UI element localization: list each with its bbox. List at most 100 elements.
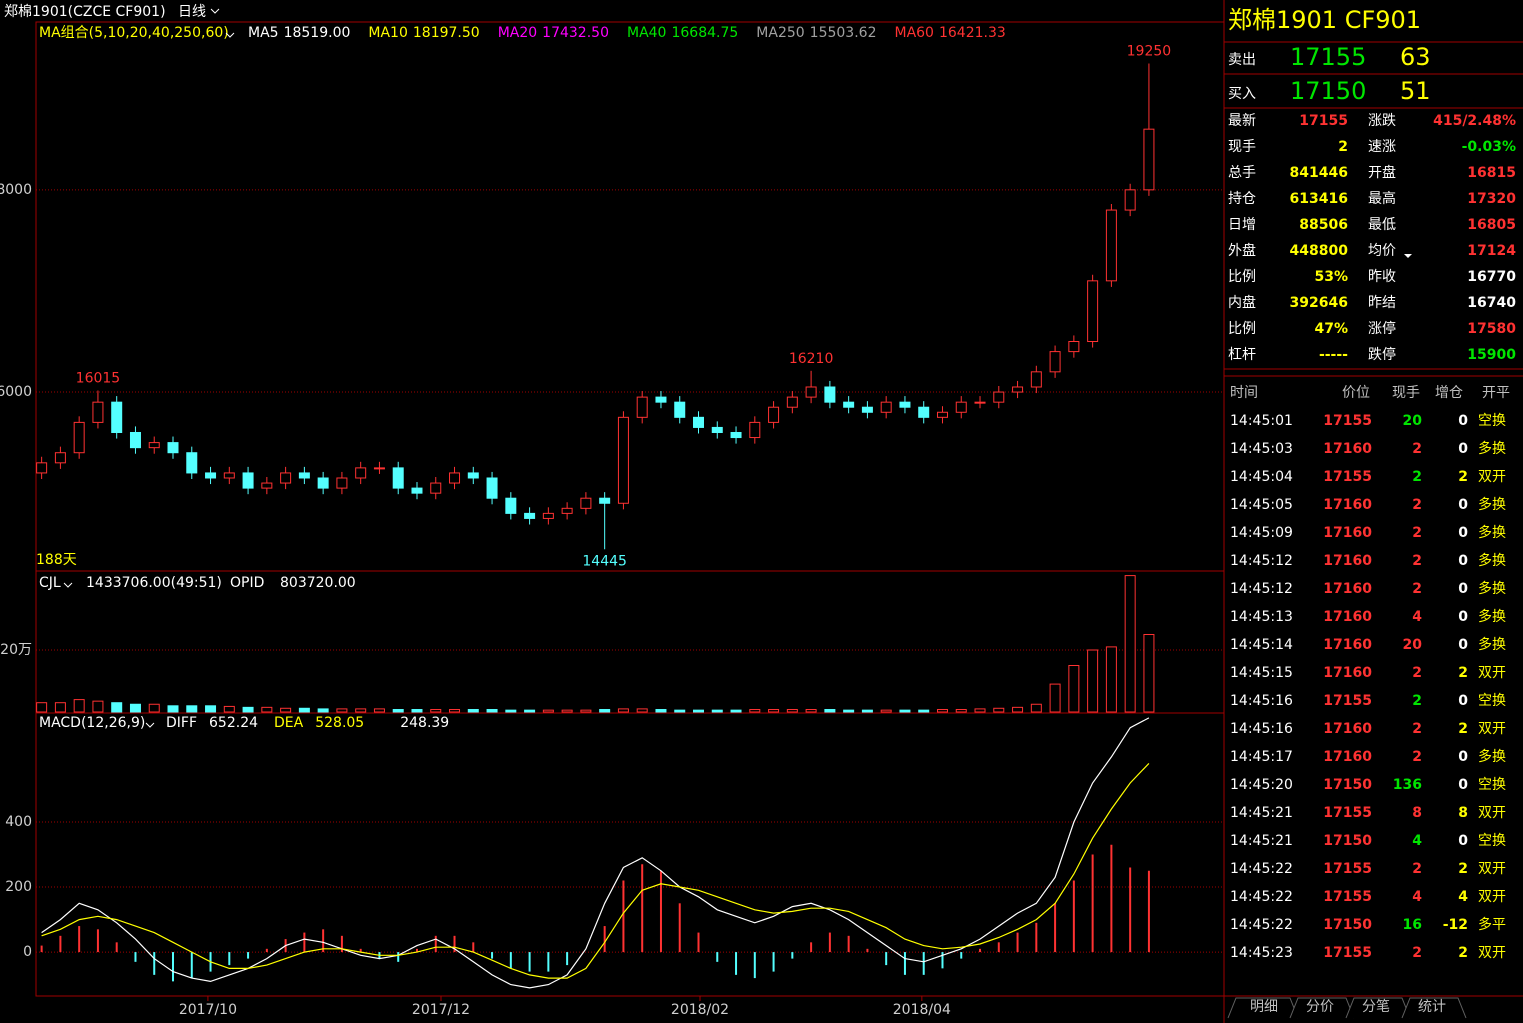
tab-shape <box>1401 997 1467 1019</box>
y-tick-label: 0 <box>23 944 32 960</box>
trade-action: 多换 <box>1478 608 1506 625</box>
volume-bar <box>242 706 254 713</box>
candle-body <box>373 467 385 470</box>
ma-value: 15503.62 <box>810 25 877 41</box>
period-selector[interactable]: 日线 <box>178 4 206 20</box>
tab-label[interactable]: 分笔 <box>1362 999 1390 1015</box>
volume-bar <box>1143 633 1155 713</box>
candle-body <box>861 406 873 413</box>
chevron <box>210 8 220 14</box>
indicator-name: MACD(12,26,9) <box>39 715 145 731</box>
column-header: 开平 <box>1482 385 1510 401</box>
tabs <box>1227 997 1467 1019</box>
quote-value: 17155 <box>1299 113 1348 129</box>
candle-body <box>1049 351 1061 373</box>
trade-action: 多换 <box>1478 552 1506 569</box>
volume-bar <box>655 709 667 713</box>
volume-bar <box>1068 664 1080 713</box>
quote-value: 47% <box>1314 321 1348 337</box>
volume-bar <box>430 709 442 713</box>
candle-body <box>1068 340 1080 353</box>
trade-action: 空换 <box>1478 776 1506 793</box>
trade-time: 14:45:12 <box>1230 581 1293 597</box>
volume-bar <box>336 708 348 713</box>
quote-value: 16740 <box>1467 295 1516 311</box>
volume-bar <box>542 709 554 713</box>
candle-body <box>805 386 817 398</box>
candle-body <box>880 401 892 413</box>
trade-price: 17155 <box>1323 469 1372 485</box>
candle-body <box>242 472 254 489</box>
candle-body <box>899 401 911 408</box>
quote-label: 日增 <box>1228 217 1256 233</box>
candle-body <box>768 406 780 423</box>
price-annotation: 16015 <box>76 371 121 387</box>
quote-label: 最高 <box>1368 190 1396 207</box>
trade-action: 空换 <box>1478 692 1506 709</box>
trade-oi: 0 <box>1458 749 1468 765</box>
trade-qty: 4 <box>1412 833 1422 849</box>
candle-body <box>392 467 404 489</box>
trade-time: 14:45:13 <box>1230 609 1293 625</box>
y-tick-label: 200 <box>5 879 32 895</box>
volume-bar <box>599 709 611 713</box>
trade-time: 14:45:16 <box>1230 721 1293 737</box>
tab-label[interactable]: 明细 <box>1250 999 1278 1015</box>
quote-value: ----- <box>1319 347 1348 363</box>
trade-action: 多换 <box>1478 580 1506 597</box>
volume-bar <box>373 708 385 713</box>
quote-label: 比例 <box>1228 321 1256 337</box>
tab-label[interactable]: 分价 <box>1306 999 1334 1015</box>
volume-bar <box>411 709 423 713</box>
candle-body <box>561 507 573 514</box>
volume-bar <box>355 708 367 713</box>
trade-price: 17150 <box>1323 777 1372 793</box>
volume-bar <box>1105 646 1117 713</box>
trade-qty: 2 <box>1412 749 1422 765</box>
ma-name: MA40 <box>627 25 666 41</box>
tab-label[interactable]: 统计 <box>1418 999 1446 1015</box>
candle-body <box>54 452 66 464</box>
trade-oi: 0 <box>1458 413 1468 429</box>
volume-bar <box>148 703 160 713</box>
candle-body <box>1030 371 1042 388</box>
trade-time: 14:45:20 <box>1230 777 1293 793</box>
trade-oi: 0 <box>1458 693 1468 709</box>
candle-body <box>411 487 423 494</box>
trade-action: 多换 <box>1478 496 1506 513</box>
candle-body <box>1143 128 1155 191</box>
candle-body <box>711 426 723 433</box>
candle-body <box>336 477 348 489</box>
ma-name: MA60 <box>894 25 933 41</box>
trade-price: 17155 <box>1323 413 1372 429</box>
trade-action: 多换 <box>1478 524 1506 541</box>
order-price: 17155 <box>1290 43 1366 71</box>
trade-qty: 4 <box>1412 609 1422 625</box>
volume-bar <box>129 703 141 713</box>
quote-value: 53% <box>1314 269 1348 285</box>
volume-bar <box>580 709 592 713</box>
volume-bar <box>486 709 498 713</box>
ma-value: 17432.50 <box>542 25 609 41</box>
quote-label: 总手 <box>1228 165 1256 181</box>
candle-body <box>280 472 292 484</box>
trade-time: 14:45:09 <box>1230 525 1293 541</box>
trade-time: 14:45:04 <box>1230 469 1293 485</box>
volume-bar <box>918 709 930 713</box>
quote-label: 杠杆 <box>1228 347 1256 363</box>
candle-body <box>655 396 667 403</box>
trade-action: 空换 <box>1478 412 1506 429</box>
volume-bar <box>280 707 292 713</box>
trade-action: 多换 <box>1478 440 1506 457</box>
trade-oi: 0 <box>1458 609 1468 625</box>
y-tick-label: 8000 <box>0 182 32 198</box>
quote-label: 跌停 <box>1368 346 1396 363</box>
trade-oi: 0 <box>1458 525 1468 541</box>
trade-time: 14:45:21 <box>1230 805 1293 821</box>
macd-line <box>41 762 1150 979</box>
trade-price: 17160 <box>1323 609 1372 625</box>
quote-label: 最新 <box>1228 113 1256 129</box>
volume-bar <box>693 709 705 713</box>
quote-label: 昨结 <box>1368 295 1396 311</box>
